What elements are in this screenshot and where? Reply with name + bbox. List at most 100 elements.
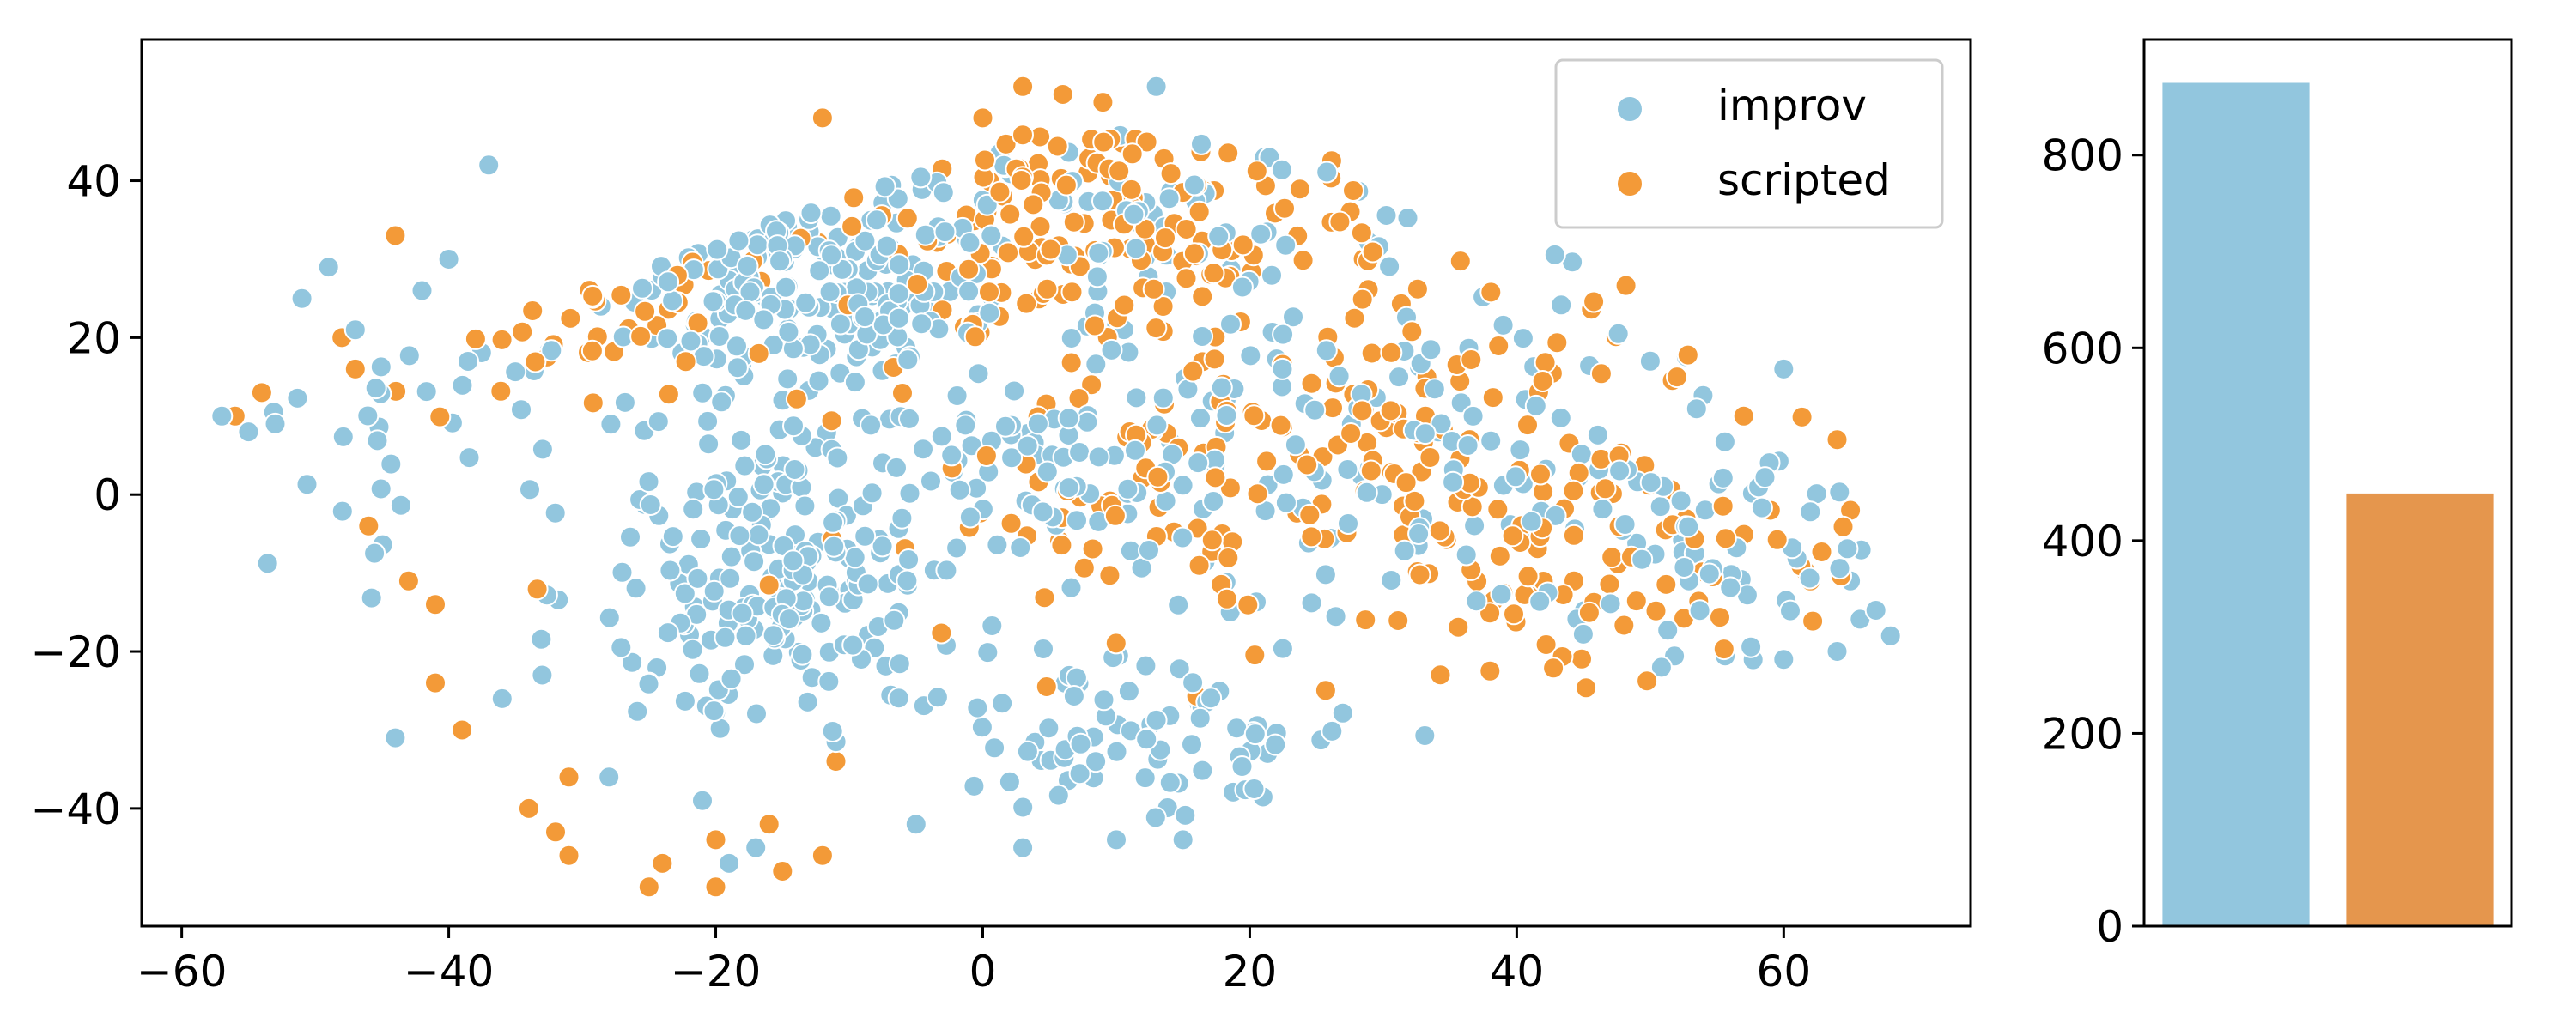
scatter-point-scripted bbox=[580, 339, 604, 362]
scatter-point-improv bbox=[778, 608, 800, 631]
scatter-point-scripted bbox=[1571, 647, 1593, 670]
scatter-point-improv bbox=[1057, 476, 1080, 500]
scatter-point-improv bbox=[1084, 353, 1108, 376]
scatter-point-scripted bbox=[1350, 221, 1373, 245]
scatter-point-improv bbox=[691, 789, 714, 812]
scatter-point-improv bbox=[821, 720, 844, 742]
scatter-point-improv bbox=[1543, 243, 1566, 266]
scatter-point-improv bbox=[1016, 434, 1039, 457]
scatter-point-improv bbox=[1182, 173, 1206, 197]
scatter-point-improv bbox=[1091, 190, 1114, 213]
scatter-point-scripted bbox=[1191, 285, 1214, 308]
scatter-point-improv bbox=[1631, 548, 1654, 571]
scatter-point-scripted bbox=[1406, 277, 1429, 300]
scatter-point-improv bbox=[1272, 323, 1295, 346]
scatter-point-improv bbox=[1879, 624, 1902, 647]
scatter-point-scripted bbox=[1583, 290, 1606, 313]
scatter-point-scripted bbox=[1273, 197, 1296, 220]
scatter-point-scripted bbox=[1810, 541, 1833, 563]
scatter-point-scripted bbox=[1594, 477, 1617, 500]
scatter-point-improv bbox=[621, 651, 644, 674]
scatter-point-improv bbox=[841, 633, 865, 657]
scatter-point-improv bbox=[1799, 500, 1822, 524]
scatter-point-improv bbox=[1274, 491, 1297, 514]
scatter-point-improv bbox=[871, 535, 894, 558]
scatter-point-scripted bbox=[785, 387, 808, 410]
scatter-point-improv bbox=[637, 672, 660, 695]
scatter-point-improv bbox=[611, 560, 634, 584]
scatter-point-improv bbox=[1461, 404, 1485, 427]
scatter-point-scripted bbox=[424, 593, 447, 616]
scatter-point-scripted bbox=[1120, 178, 1143, 201]
scatter-point-improv bbox=[887, 687, 910, 710]
scatter-point-improv bbox=[1528, 590, 1552, 613]
scatter-point-improv bbox=[1698, 562, 1721, 585]
scatter-point-scripted bbox=[1035, 676, 1058, 698]
scatter-y-axis: −40 −20 0 20 40 bbox=[30, 157, 142, 834]
scatter-point-improv bbox=[1300, 591, 1323, 615]
scatter-point-improv bbox=[1230, 276, 1254, 299]
scatter-point-improv bbox=[1135, 728, 1158, 751]
scatter-point-improv bbox=[776, 367, 799, 391]
scatter-point-improv bbox=[910, 312, 933, 336]
scatter-point-improv bbox=[1084, 750, 1108, 773]
scatter-point-scripted bbox=[1479, 281, 1503, 304]
scatter-point-improv bbox=[1649, 495, 1672, 518]
scatter-point-improv bbox=[1087, 241, 1110, 264]
scatter-point-improv bbox=[896, 348, 920, 372]
x-tick-label: 40 bbox=[1490, 947, 1545, 997]
scatter-point-improv bbox=[1145, 414, 1169, 437]
scatter-point-scripted bbox=[1589, 447, 1613, 470]
scatter-point-improv bbox=[1133, 766, 1157, 790]
scatter-point-scripted bbox=[841, 215, 864, 238]
scatter-point-scripted bbox=[1534, 633, 1558, 656]
scatter-point-improv bbox=[1036, 460, 1059, 483]
scatter-point-improv bbox=[856, 573, 879, 596]
scatter-point-scripted bbox=[1015, 292, 1038, 315]
scatter-point-improv bbox=[909, 166, 933, 189]
scatter-point-improv bbox=[673, 689, 696, 712]
scatter-point-improv bbox=[702, 579, 726, 603]
scatter-point-scripted bbox=[1146, 465, 1170, 488]
scatter-point-improv bbox=[769, 250, 792, 273]
scatter-point-scripted bbox=[1012, 124, 1034, 147]
scatter-point-scripted bbox=[1154, 227, 1176, 250]
scatter-point-scripted bbox=[820, 409, 843, 433]
scatter-point-improv bbox=[775, 276, 798, 299]
scatter-point-scripted bbox=[451, 718, 474, 742]
scatter-point-improv bbox=[1677, 515, 1700, 538]
scatter-point-improv bbox=[829, 312, 852, 336]
scatter-point-improv bbox=[991, 692, 1014, 715]
scatter-point-improv bbox=[1826, 640, 1849, 663]
scatter-point-improv bbox=[1504, 465, 1528, 488]
scatter-point-improv bbox=[752, 308, 775, 331]
scatter-point-scripted bbox=[544, 821, 567, 844]
scatter-point-improv bbox=[1570, 443, 1593, 466]
scatter-point-improv bbox=[714, 626, 737, 649]
scatter-point-improv bbox=[887, 306, 910, 330]
scatter-point-improv bbox=[619, 525, 641, 548]
scatter-point-improv bbox=[1393, 539, 1416, 562]
scatter-point-improv bbox=[1157, 187, 1181, 210]
scatter-point-improv bbox=[702, 700, 726, 723]
scatter-point-improv bbox=[1125, 386, 1148, 409]
scatter-point-improv bbox=[1455, 543, 1478, 566]
scatter-point-improv bbox=[1272, 463, 1295, 486]
scatter-point-improv bbox=[796, 690, 819, 713]
scatter-point-improv bbox=[914, 223, 937, 246]
scatter-point-improv bbox=[1550, 294, 1573, 317]
scatter-point-improv bbox=[926, 686, 949, 709]
scatter-point-improv bbox=[957, 280, 981, 303]
y-tick-label: −20 bbox=[30, 627, 121, 677]
scatter-point-improv bbox=[1264, 733, 1287, 756]
bar-y-tick-label: 400 bbox=[2042, 517, 2123, 566]
scatter-point-improv bbox=[904, 813, 927, 836]
scatter-point-scripted bbox=[1067, 387, 1091, 409]
scatter-point-improv bbox=[945, 536, 969, 560]
scatter-point-improv bbox=[866, 209, 888, 232]
scatter-point-scripted bbox=[1487, 335, 1510, 357]
scatter-point-improv bbox=[817, 585, 841, 609]
scatter-point-improv bbox=[1479, 429, 1503, 452]
scatter-point-improv bbox=[613, 391, 636, 414]
scatter-point-scripted bbox=[637, 876, 660, 899]
